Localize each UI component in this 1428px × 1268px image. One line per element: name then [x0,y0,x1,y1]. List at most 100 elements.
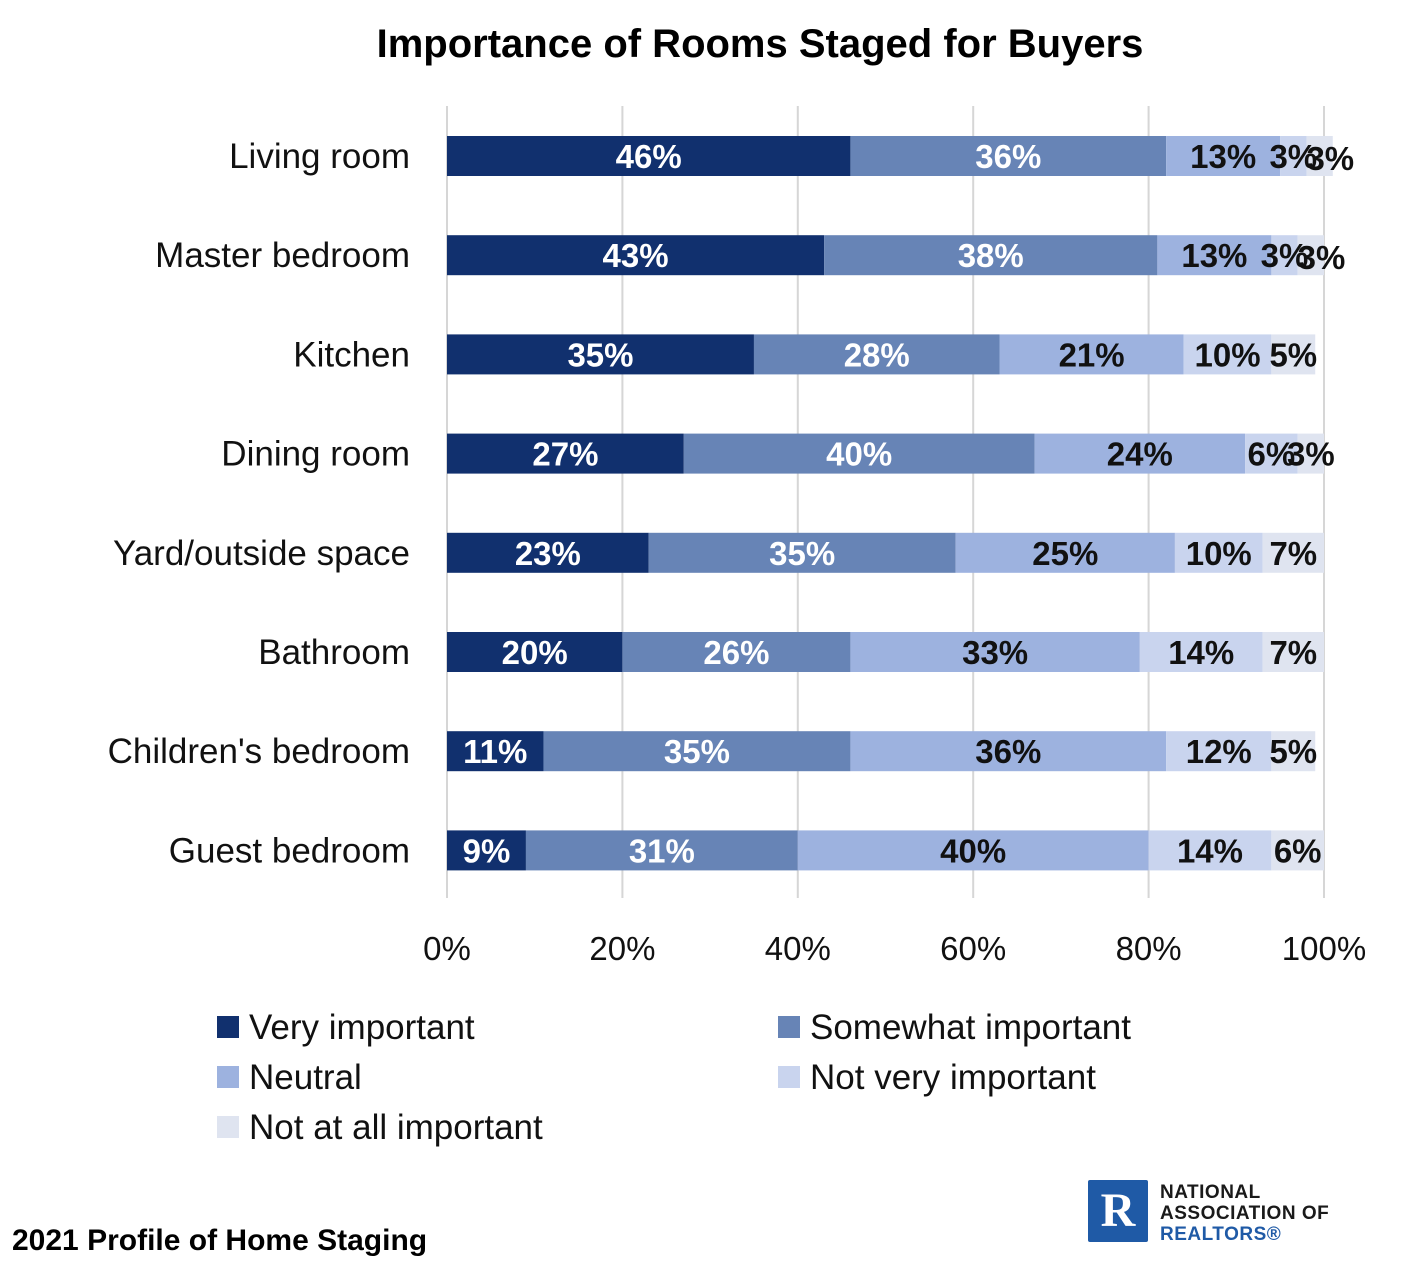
data-label: 14% [1177,832,1243,869]
bar-segment [1166,731,1272,772]
bar-segment [683,433,1035,474]
category-label: Children's bedroom [108,732,410,771]
x-tick-label: 0% [423,930,471,967]
realtor-r-icon: R [1088,1180,1148,1242]
bar-segment [999,334,1184,375]
data-label: 40% [826,436,892,473]
bar-segment [1297,235,1324,276]
legend-swatch [778,1016,800,1038]
category-label: Living room [229,137,410,176]
bars [447,136,1333,871]
chart-title: Importance of Rooms Staged for Buyers [376,22,1144,66]
data-label: 10% [1186,535,1252,572]
bar-segment [447,731,544,772]
data-label: 43% [603,237,669,274]
data-label: 12% [1186,733,1252,770]
data-label: 24% [1107,436,1173,473]
bar-segment [1262,632,1324,672]
data-label: 5% [1269,336,1317,373]
bar-segment [1148,830,1272,871]
data-label: 6% [1274,832,1322,869]
data-label: 7% [1269,535,1317,572]
data-label: 23% [515,535,581,572]
x-tick-label: 100% [1282,930,1366,967]
bar-segment [1280,136,1307,176]
data-label: 25% [1032,535,1098,572]
bar-segment [447,532,649,573]
legend-swatch [778,1066,800,1088]
x-tick-label: 40% [765,930,831,967]
data-label: 27% [532,436,598,473]
bar-segment [1262,532,1324,573]
legend-label: Neutral [249,1058,362,1097]
data-label: 35% [769,535,835,572]
data-label: 28% [844,336,910,373]
data-label: 31% [629,832,695,869]
bar-segment [1297,433,1324,474]
logo-line-2: ASSOCIATION OF [1160,1203,1330,1224]
bar-segment [824,235,1158,276]
data-label: 9% [463,832,511,869]
bar-segment [1139,632,1263,672]
data-label: 3% [1306,140,1354,177]
bar-segment [447,136,851,176]
x-tick-label: 60% [940,930,1006,967]
data-label: 21% [1059,336,1125,373]
bar-segment [1174,532,1263,573]
data-label: 26% [703,634,769,671]
category-label: Guest bedroom [169,831,410,870]
data-label: 7% [1269,634,1317,671]
bar-segment [955,532,1175,573]
data-label: 36% [975,733,1041,770]
bar-segment [648,532,956,573]
data-label: 35% [664,733,730,770]
data-label: 33% [962,634,1028,671]
nar-logo: R NATIONAL ASSOCIATION OF REALTORS® [1088,1180,1388,1246]
category-label: Master bedroom [155,236,410,275]
data-label: 38% [958,237,1024,274]
data-label: 13% [1181,237,1247,274]
bar-segment [1157,235,1272,276]
data-label: 35% [567,336,633,373]
gridlines [446,106,1325,898]
legend-label: Somewhat important [810,1008,1131,1047]
bar-segment [1166,136,1281,176]
category-label: Bathroom [258,633,410,672]
bar-segment [1183,334,1272,375]
data-label: 10% [1194,336,1260,373]
bar-segment [543,731,851,772]
data-label: 5% [1269,733,1317,770]
bar-segment [1271,334,1316,375]
bar-segment [1271,235,1298,276]
legend-swatch [217,1016,239,1038]
data-label: 20% [502,634,568,671]
legend-label: Not at all important [249,1108,543,1147]
data-label: 3% [1298,239,1346,276]
data-label: 3% [1287,436,1335,473]
bar-segment [447,433,684,474]
legend-swatch [217,1116,239,1138]
bar-segment [797,830,1149,871]
category-label: Dining room [221,435,410,474]
bar-segment [447,830,526,871]
bar-segment [525,830,798,871]
data-label: 3% [1261,237,1309,274]
legend-swatch [217,1066,239,1088]
logo-line-3: REALTORS® [1160,1224,1282,1245]
bar-segment [1034,433,1246,474]
logo-line-1: NATIONAL [1160,1182,1261,1203]
data-label: 6% [1248,436,1296,473]
bar-segment [622,632,851,672]
bar-segment [1271,731,1316,772]
bar-segment [447,334,754,375]
category-label: Yard/outside space [113,534,410,573]
data-label: 3% [1269,138,1317,175]
data-label: 46% [616,138,682,175]
legend: Very important Somewhat important Neutral N… [217,1008,1131,1147]
source-note: 2021 Profile of Home Staging [12,1224,428,1257]
x-tick-label: 20% [589,930,655,967]
legend-label: Very important [249,1008,475,1047]
bar-segment [1245,433,1298,474]
data-label: 13% [1190,138,1256,175]
